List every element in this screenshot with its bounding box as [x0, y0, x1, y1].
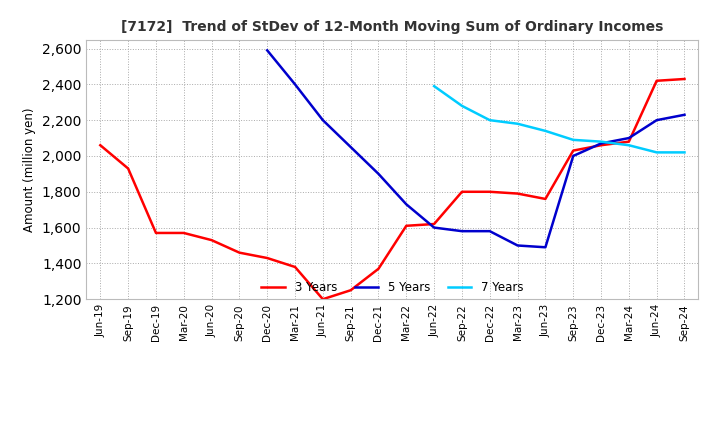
- Title: [7172]  Trend of StDev of 12-Month Moving Sum of Ordinary Incomes: [7172] Trend of StDev of 12-Month Moving…: [121, 20, 664, 34]
- 3 Years: [430, 221, 438, 227]
- 5 Years: [318, 117, 327, 123]
- Line: 3 Years: 3 Years: [100, 79, 685, 299]
- 3 Years: [458, 189, 467, 194]
- 5 Years: [624, 136, 633, 141]
- 3 Years: [541, 196, 550, 202]
- 7 Years: [541, 128, 550, 134]
- 5 Years: [291, 82, 300, 87]
- 3 Years: [152, 230, 161, 235]
- 7 Years: [458, 103, 467, 109]
- 5 Years: [430, 225, 438, 230]
- 5 Years: [263, 48, 271, 53]
- Line: 5 Years: 5 Years: [267, 50, 685, 247]
- 3 Years: [124, 166, 132, 171]
- 3 Years: [513, 191, 522, 196]
- 5 Years: [680, 112, 689, 117]
- 7 Years: [597, 139, 606, 144]
- 3 Years: [374, 266, 383, 271]
- 5 Years: [652, 117, 661, 123]
- 3 Years: [569, 148, 577, 153]
- 3 Years: [402, 223, 410, 228]
- Y-axis label: Amount (million yen): Amount (million yen): [23, 107, 36, 231]
- 5 Years: [513, 243, 522, 248]
- 5 Years: [458, 228, 467, 234]
- 5 Years: [569, 153, 577, 158]
- 3 Years: [597, 143, 606, 148]
- 7 Years: [513, 121, 522, 126]
- 5 Years: [541, 245, 550, 250]
- 3 Years: [291, 264, 300, 270]
- 3 Years: [485, 189, 494, 194]
- Line: 7 Years: 7 Years: [434, 86, 685, 152]
- 7 Years: [485, 117, 494, 123]
- 3 Years: [96, 143, 104, 148]
- 3 Years: [680, 77, 689, 82]
- 3 Years: [207, 238, 216, 243]
- 5 Years: [402, 202, 410, 207]
- 3 Years: [235, 250, 243, 255]
- 3 Years: [318, 297, 327, 302]
- 7 Years: [624, 143, 633, 148]
- 3 Years: [263, 255, 271, 260]
- 5 Years: [485, 228, 494, 234]
- 5 Years: [374, 171, 383, 176]
- 3 Years: [652, 78, 661, 84]
- 7 Years: [680, 150, 689, 155]
- 3 Years: [346, 288, 355, 293]
- 7 Years: [569, 137, 577, 143]
- Legend: 3 Years, 5 Years, 7 Years: 3 Years, 5 Years, 7 Years: [257, 276, 528, 298]
- 7 Years: [430, 84, 438, 89]
- 5 Years: [597, 141, 606, 146]
- 3 Years: [179, 230, 188, 235]
- 5 Years: [346, 144, 355, 150]
- 3 Years: [624, 139, 633, 144]
- 7 Years: [652, 150, 661, 155]
